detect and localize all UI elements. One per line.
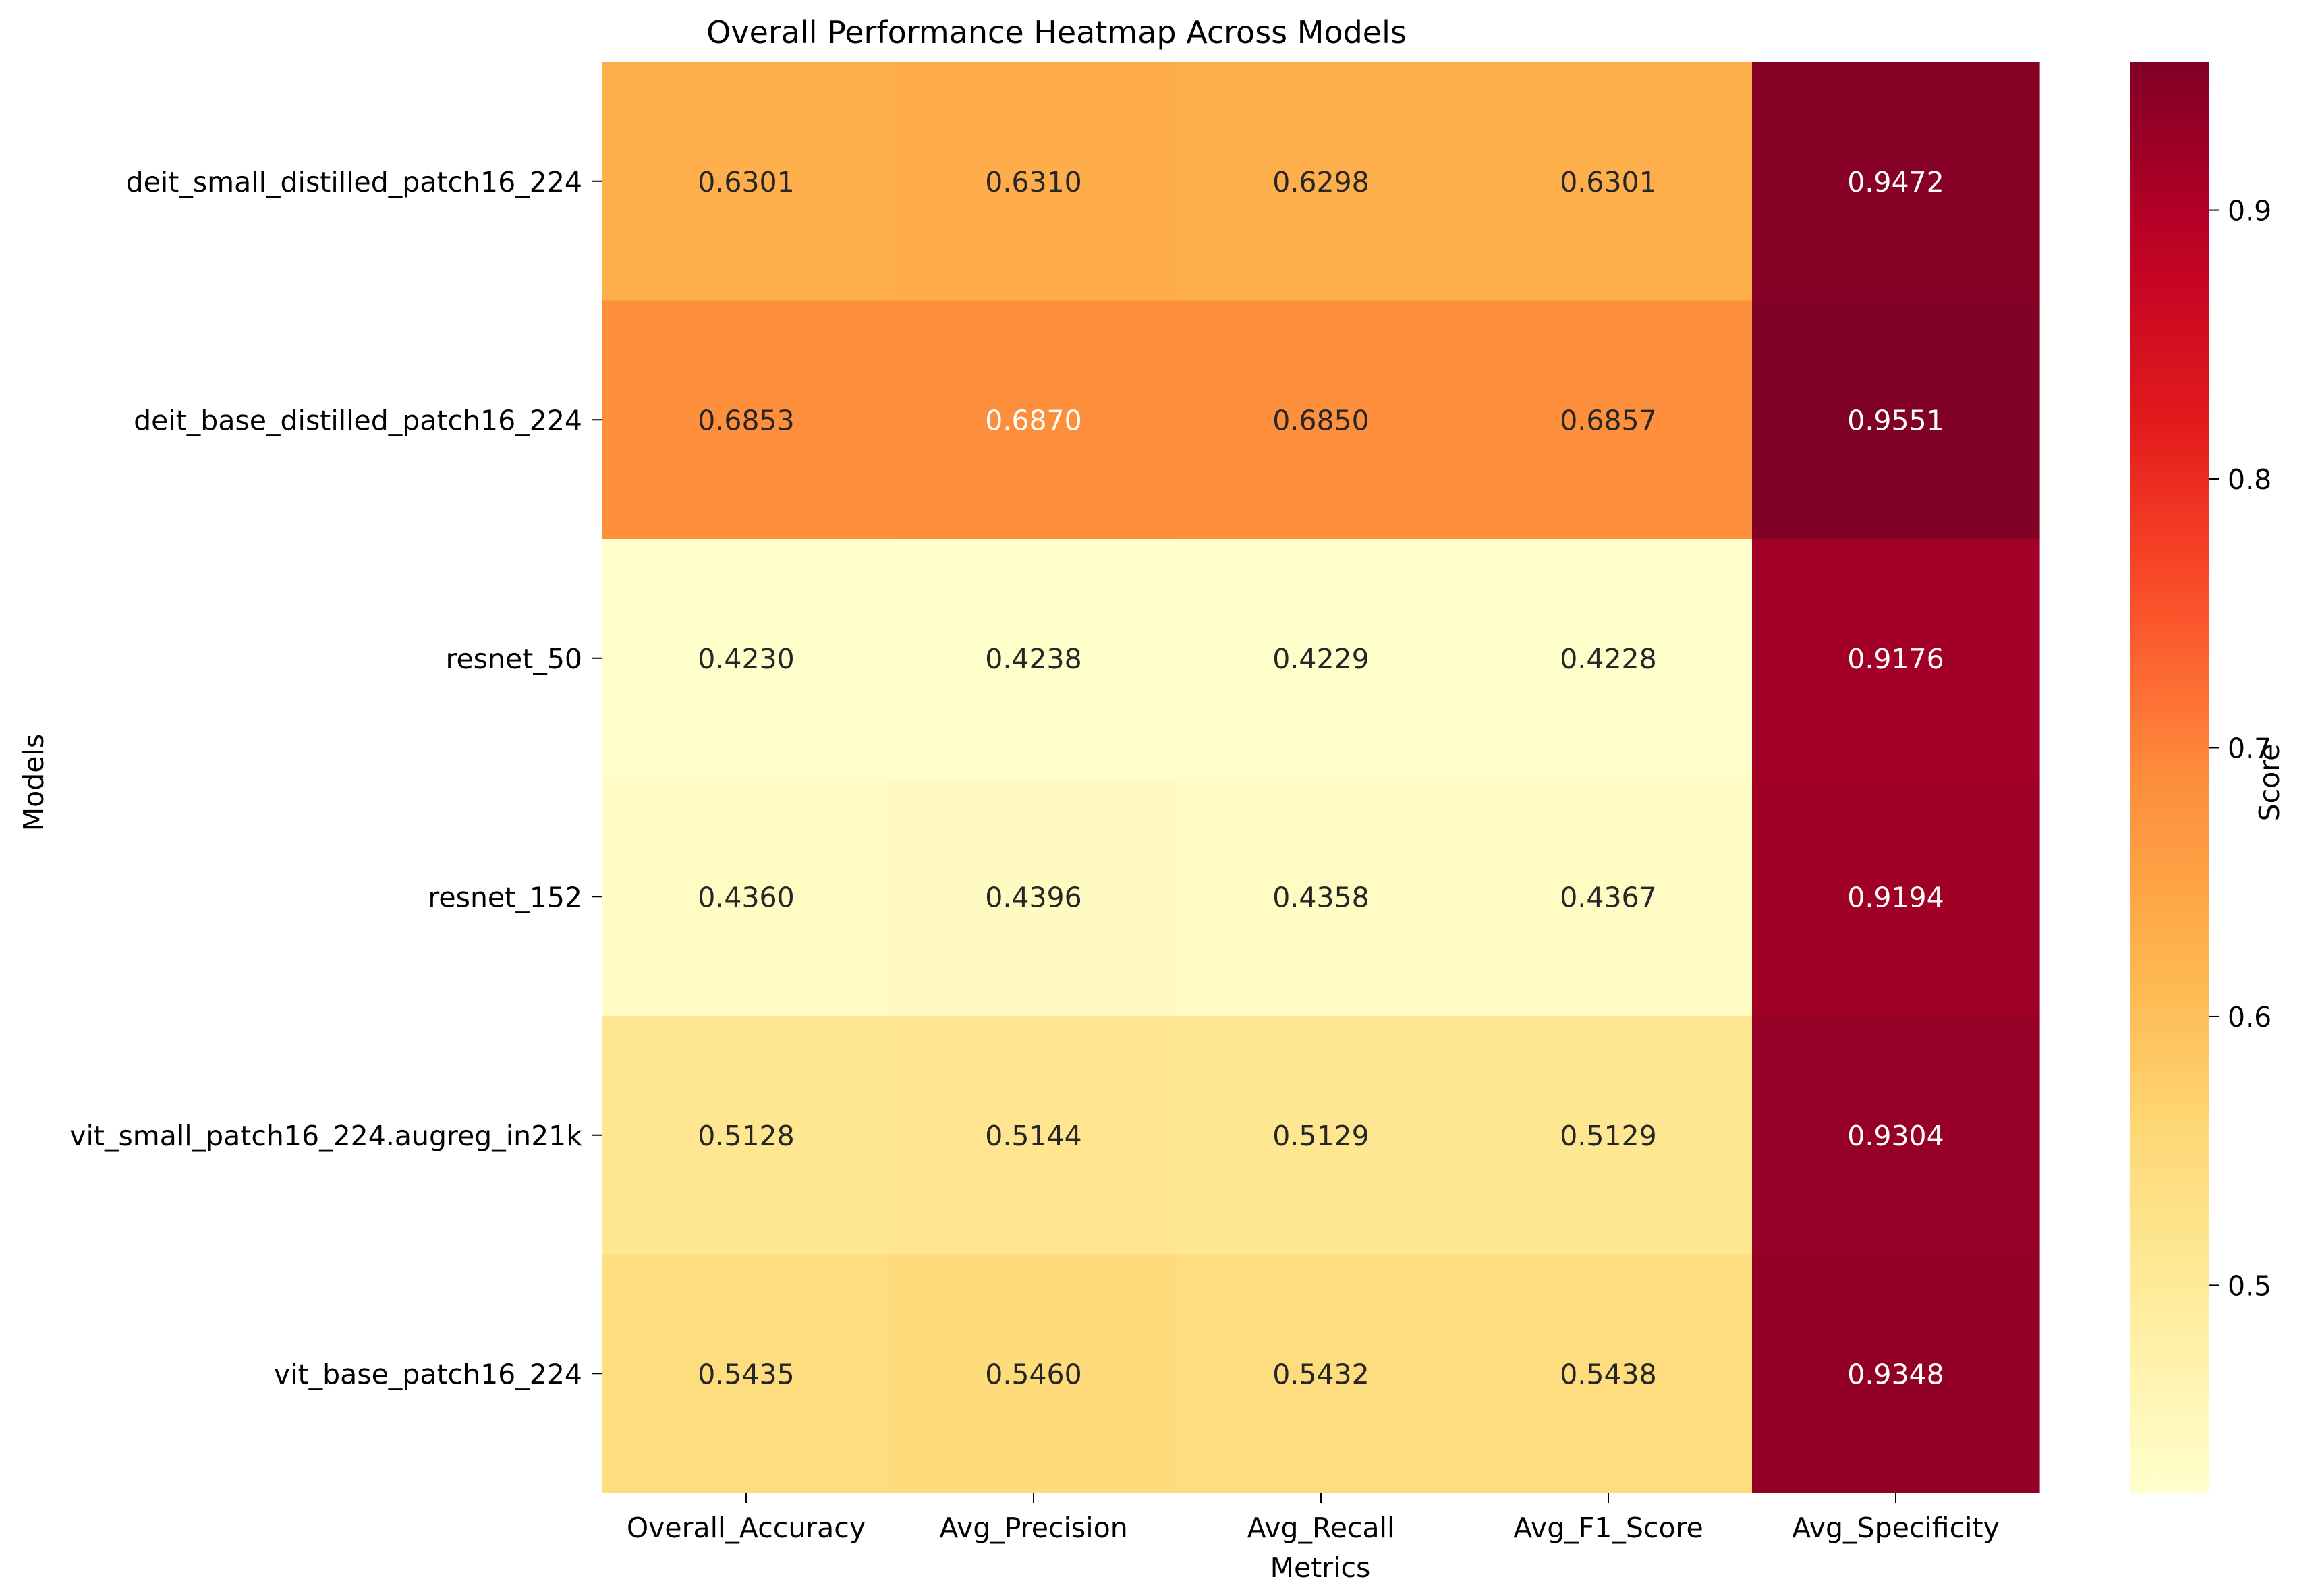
heatmap-cell xyxy=(890,539,1178,778)
colorbar-tick-label: 0.6 xyxy=(2228,1001,2271,1033)
heatmap-cell xyxy=(890,300,1178,540)
cell-value-label: 0.6857 xyxy=(1560,404,1656,436)
heatmap-cell xyxy=(1177,300,1465,540)
x-axis-label: Metrics xyxy=(1270,1551,1371,1584)
cell-value-label: 0.6310 xyxy=(985,166,1081,198)
cell-value-label: 0.9194 xyxy=(1847,881,1944,913)
heatmap-cell xyxy=(1177,539,1465,778)
cell-value-label: 0.4230 xyxy=(698,643,794,675)
y-axis: deit_small_distilled_patch16_224 deit_bas… xyxy=(69,166,602,1390)
heatmap-cell xyxy=(602,539,891,778)
cell-value-label: 0.6301 xyxy=(1560,166,1656,198)
heatmap-cell xyxy=(890,777,1178,1017)
x-tick-label: Avg_F1_Score xyxy=(1513,1512,1703,1544)
heatmap-cell xyxy=(1465,1254,1753,1493)
colorbar-gradient xyxy=(2130,62,2209,1493)
cell-value-label: 0.4360 xyxy=(698,881,794,913)
cell-annotations: 0.6301 0.6310 0.6298 0.6301 0.9472 0.6853 0.68… xyxy=(698,166,1944,1391)
cell-value-label: 0.6301 xyxy=(698,166,794,198)
y-tick-label: deit_small_distilled_patch16_224 xyxy=(126,166,582,198)
x-tick-label: Avg_Recall xyxy=(1247,1512,1395,1544)
cell-value-label: 0.9348 xyxy=(1847,1358,1944,1390)
cell-value-label: 0.9472 xyxy=(1847,166,1944,198)
x-tick-label: Avg_Specificity xyxy=(1792,1512,2000,1544)
x-tick-label: Overall_Accuracy xyxy=(627,1512,866,1544)
heatmap-cell xyxy=(1465,62,1753,302)
cell-value-label: 0.5129 xyxy=(1560,1120,1656,1152)
y-tick-label: resnet_152 xyxy=(428,881,582,913)
heatmap-cell xyxy=(1465,777,1753,1017)
colorbar-tick-label: 0.5 xyxy=(2228,1270,2271,1302)
colorbar-tick-label: 0.8 xyxy=(2228,463,2271,496)
cell-value-label: 0.4367 xyxy=(1560,881,1656,913)
heatmap-cell xyxy=(1752,1254,2040,1493)
heatmap-cell xyxy=(602,300,891,540)
cell-value-label: 0.4396 xyxy=(985,881,1081,913)
cell-value-label: 0.5128 xyxy=(698,1120,794,1152)
cell-value-label: 0.5460 xyxy=(985,1358,1081,1390)
heatmap-cell xyxy=(1465,1016,1753,1255)
heatmap-cell xyxy=(1752,62,2040,302)
heatmap-cell xyxy=(602,1254,891,1493)
cell-value-label: 0.5144 xyxy=(985,1120,1081,1152)
cell-value-label: 0.6298 xyxy=(1272,166,1369,198)
cell-value-label: 0.5129 xyxy=(1272,1120,1369,1152)
heatmap-cells xyxy=(602,62,2040,1493)
x-axis: Overall_Accuracy Avg_Precision Avg_Recall A… xyxy=(627,1493,2000,1544)
colorbar-tick-label: 0.7 xyxy=(2228,732,2271,764)
heatmap-cell xyxy=(1752,539,2040,778)
heatmap-cell xyxy=(602,62,891,302)
y-tick-label: deit_base_distilled_patch16_224 xyxy=(134,404,582,436)
cell-value-label: 0.5435 xyxy=(698,1358,794,1390)
y-tick-label: vit_small_patch16_224.augreg_in21k xyxy=(69,1120,582,1152)
heatmap-cell xyxy=(1752,777,2040,1017)
heatmap-cell xyxy=(1752,1016,2040,1255)
cell-value-label: 0.4228 xyxy=(1560,643,1656,675)
heatmap-cell xyxy=(602,777,891,1017)
cell-value-label: 0.6853 xyxy=(698,404,794,436)
colorbar-tick-label: 0.9 xyxy=(2228,195,2271,227)
y-tick-label: vit_base_patch16_224 xyxy=(274,1358,582,1390)
colorbar: 0.5 0.6 0.7 0.8 0.9 xyxy=(2130,62,2271,1493)
cell-value-label: 0.6870 xyxy=(985,404,1081,436)
cell-value-label: 0.9551 xyxy=(1847,404,1944,436)
y-tick-label: resnet_50 xyxy=(446,643,583,675)
cell-value-label: 0.9176 xyxy=(1847,643,1944,675)
heatmap-cell xyxy=(890,1254,1178,1493)
cell-value-label: 0.9304 xyxy=(1847,1120,1944,1152)
x-tick-label: Avg_Precision xyxy=(939,1512,1127,1544)
cell-value-label: 0.4229 xyxy=(1272,643,1369,675)
cell-value-label: 0.4238 xyxy=(985,643,1081,675)
heatmap-cell xyxy=(1465,539,1753,778)
chart-title: Overall Performance Heatmap Across Model… xyxy=(706,14,1407,51)
heatmap-cell xyxy=(1752,300,2040,540)
heatmap-cell xyxy=(1465,300,1753,540)
heatmap-cell xyxy=(890,1016,1178,1255)
colorbar-label: Score xyxy=(2253,744,2286,822)
heatmap-cell xyxy=(1177,777,1465,1017)
heatmap-cell xyxy=(602,1016,891,1255)
heatmap-cell xyxy=(1177,1016,1465,1255)
cell-value-label: 0.4358 xyxy=(1272,881,1369,913)
heatmap-cell xyxy=(1177,62,1465,302)
y-axis-label: Models xyxy=(18,734,50,831)
heatmap-cell xyxy=(1177,1254,1465,1493)
cell-value-label: 0.5438 xyxy=(1560,1358,1656,1390)
heatmap-cell xyxy=(890,62,1178,302)
cell-value-label: 0.6850 xyxy=(1272,404,1369,436)
cell-value-label: 0.5432 xyxy=(1272,1358,1369,1390)
